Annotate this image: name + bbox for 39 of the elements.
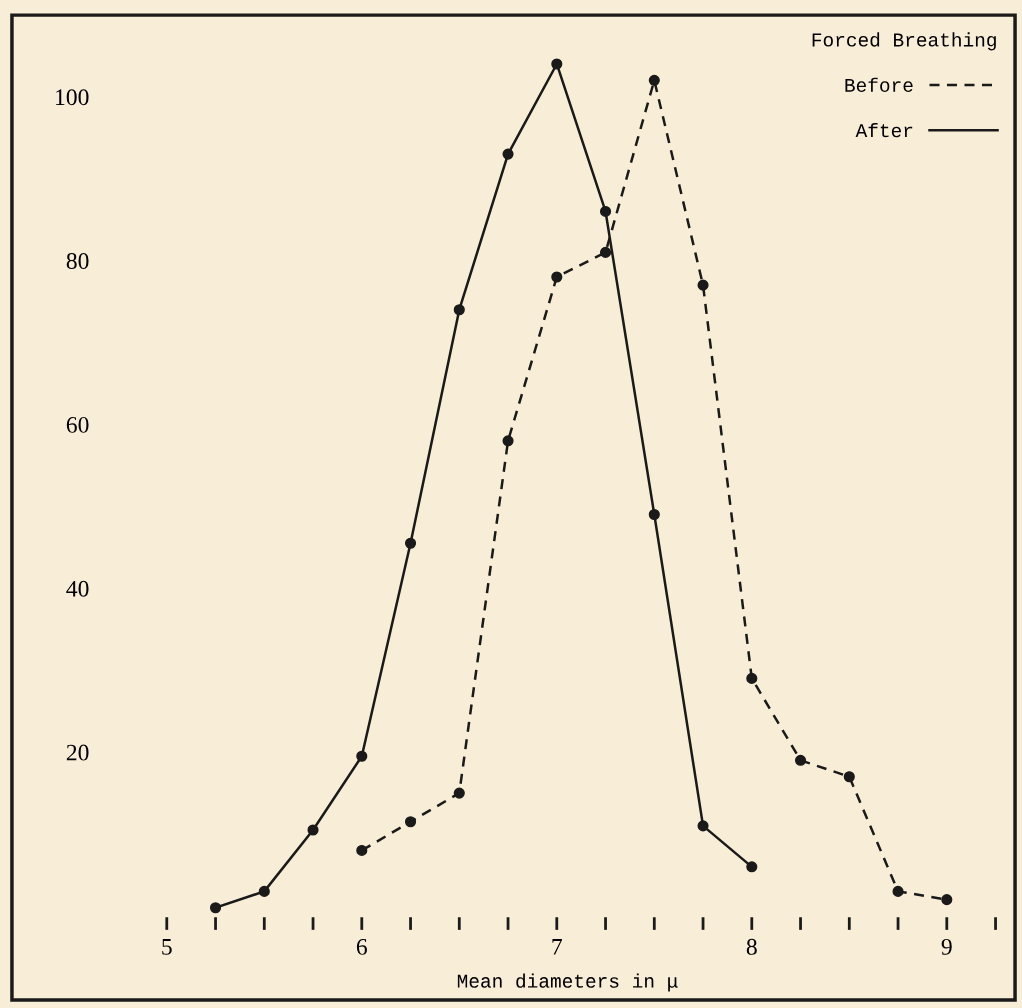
point	[697, 279, 709, 291]
x-tick-label: 9	[941, 938, 952, 955]
y-tick-label: 60	[66, 416, 89, 433]
point	[404, 816, 417, 828]
y-tick-label: 100	[56, 89, 89, 106]
point	[648, 508, 660, 521]
point	[746, 861, 758, 873]
point	[551, 58, 563, 70]
point	[453, 787, 465, 799]
y-tick-label: 40	[66, 580, 89, 597]
point	[502, 435, 514, 447]
point	[307, 824, 319, 836]
x-tick-label: 7	[552, 939, 563, 955]
point	[843, 771, 855, 783]
point	[648, 74, 660, 86]
x-tick-label: 6	[356, 938, 367, 955]
point	[356, 844, 368, 856]
legend-title: Forced Breathing	[812, 32, 996, 51]
x-tick-label: 5	[162, 939, 172, 955]
point	[502, 148, 514, 160]
point	[794, 754, 807, 766]
point	[404, 537, 417, 549]
y-tick-label: 80	[66, 253, 89, 270]
point	[746, 672, 758, 684]
point	[551, 271, 563, 283]
x-axis-title: Mean diameters in μ	[457, 973, 678, 992]
x-tick-label: 8	[746, 938, 757, 955]
point	[453, 304, 465, 316]
y-tick-label: 20	[66, 744, 89, 761]
legend-label: Before	[845, 77, 913, 92]
point	[941, 894, 953, 906]
legend-label: After	[855, 123, 913, 138]
point	[209, 902, 222, 914]
point	[892, 885, 904, 897]
point	[356, 750, 368, 762]
point	[599, 246, 612, 258]
point	[599, 205, 612, 217]
point	[697, 820, 709, 832]
point	[258, 885, 270, 897]
